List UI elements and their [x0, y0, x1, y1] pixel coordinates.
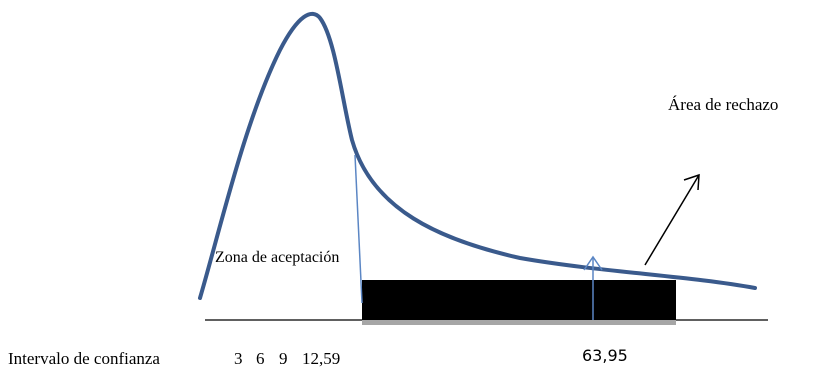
tick-label-6: 6	[256, 349, 265, 368]
acceptance-zone-label: Zona de aceptación	[215, 249, 339, 266]
rejection-block	[362, 280, 676, 320]
rejection-area-label: Área de rechazo	[668, 95, 778, 114]
tick-label-statistic: 63,95	[582, 346, 628, 365]
up-arrow-icon	[583, 255, 603, 320]
tick-label-critical: 12,59	[302, 349, 340, 368]
diagonal-arrow-icon	[644, 173, 700, 266]
confidence-interval-label: Intervalo de confianza	[8, 349, 160, 368]
tick-label-9: 9	[279, 349, 288, 368]
distribution-curve	[198, 11, 757, 300]
tick-label-3: 3	[234, 349, 243, 368]
rejection-block-shadow	[362, 319, 676, 325]
critical-value-marker	[354, 154, 363, 304]
